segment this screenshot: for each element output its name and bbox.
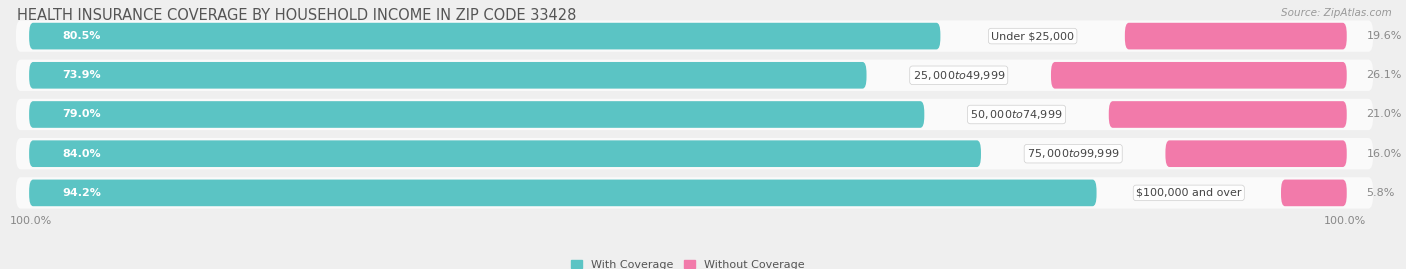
Text: 5.8%: 5.8% (1367, 188, 1395, 198)
FancyBboxPatch shape (1281, 180, 1347, 206)
FancyBboxPatch shape (15, 138, 1374, 169)
Text: 94.2%: 94.2% (62, 188, 101, 198)
Text: 100.0%: 100.0% (1324, 216, 1367, 226)
FancyBboxPatch shape (1166, 140, 1347, 167)
Text: 19.6%: 19.6% (1367, 31, 1402, 41)
FancyBboxPatch shape (30, 62, 866, 89)
FancyBboxPatch shape (30, 101, 924, 128)
FancyBboxPatch shape (15, 20, 1374, 52)
FancyBboxPatch shape (15, 177, 1374, 208)
FancyBboxPatch shape (1125, 23, 1347, 49)
FancyBboxPatch shape (15, 99, 1374, 130)
Text: HEALTH INSURANCE COVERAGE BY HOUSEHOLD INCOME IN ZIP CODE 33428: HEALTH INSURANCE COVERAGE BY HOUSEHOLD I… (17, 8, 576, 23)
Text: 100.0%: 100.0% (10, 216, 52, 226)
Text: $25,000 to $49,999: $25,000 to $49,999 (912, 69, 1005, 82)
FancyBboxPatch shape (1050, 62, 1347, 89)
Legend: With Coverage, Without Coverage: With Coverage, Without Coverage (571, 260, 806, 269)
Text: 21.0%: 21.0% (1367, 109, 1402, 119)
Text: $100,000 and over: $100,000 and over (1136, 188, 1241, 198)
Text: 26.1%: 26.1% (1367, 70, 1402, 80)
Text: 79.0%: 79.0% (62, 109, 101, 119)
FancyBboxPatch shape (15, 60, 1374, 91)
Text: $75,000 to $99,999: $75,000 to $99,999 (1026, 147, 1119, 160)
Text: 73.9%: 73.9% (62, 70, 101, 80)
FancyBboxPatch shape (30, 140, 981, 167)
Text: 16.0%: 16.0% (1367, 149, 1402, 159)
FancyBboxPatch shape (30, 23, 941, 49)
FancyBboxPatch shape (30, 180, 1097, 206)
FancyBboxPatch shape (1109, 101, 1347, 128)
Text: $50,000 to $74,999: $50,000 to $74,999 (970, 108, 1063, 121)
Text: Under $25,000: Under $25,000 (991, 31, 1074, 41)
Text: 80.5%: 80.5% (62, 31, 100, 41)
Text: Source: ZipAtlas.com: Source: ZipAtlas.com (1281, 8, 1392, 18)
Text: 84.0%: 84.0% (62, 149, 101, 159)
